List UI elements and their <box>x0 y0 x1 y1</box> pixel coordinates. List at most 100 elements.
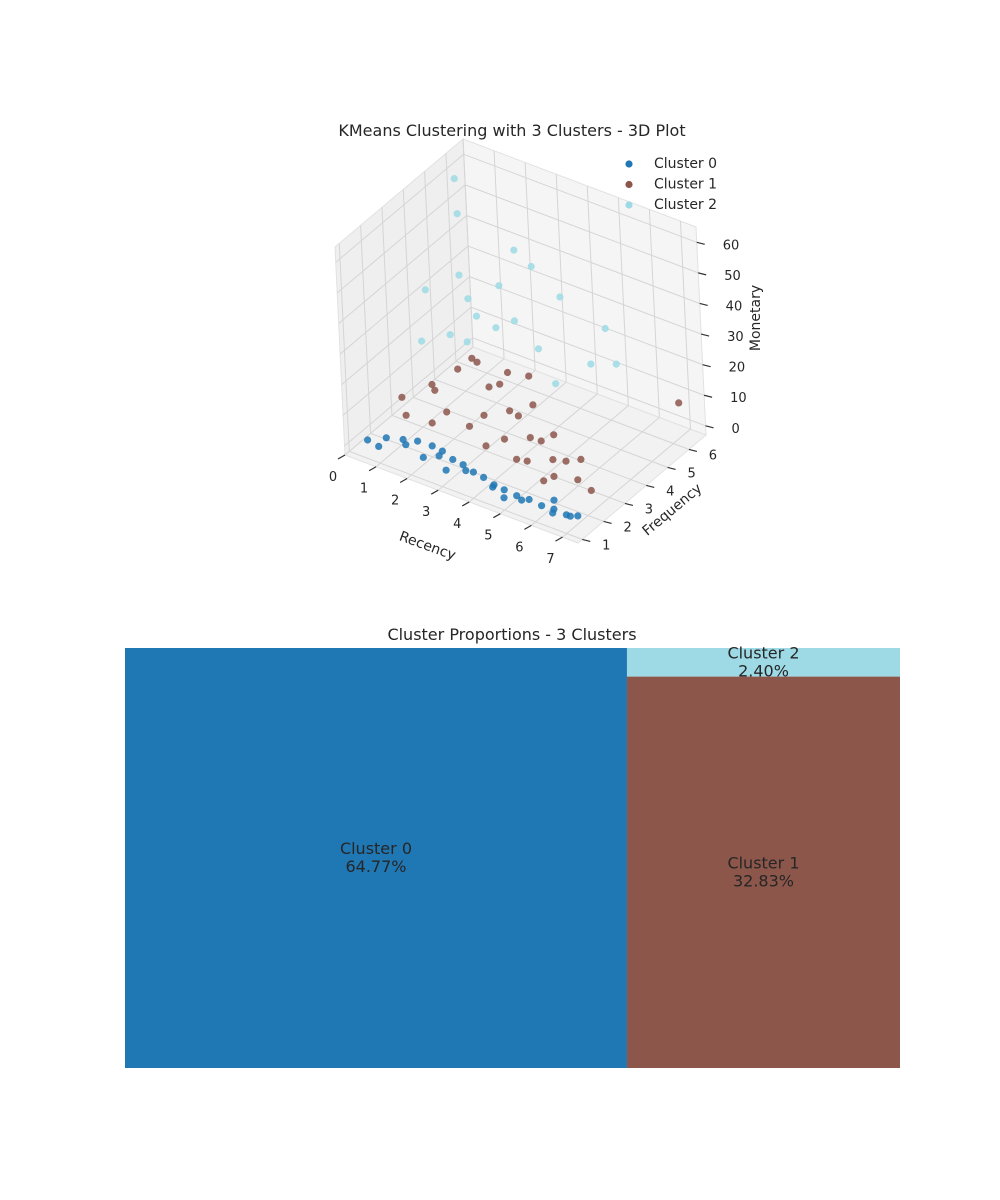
data-point-cluster-1 <box>506 407 514 415</box>
grid-line-z <box>344 337 473 447</box>
data-point-cluster-2 <box>510 246 518 254</box>
data-points <box>364 175 683 520</box>
z-tick-mark <box>702 364 711 368</box>
data-point-cluster-0 <box>538 502 546 510</box>
data-point-cluster-1 <box>540 477 548 485</box>
grid-line-x <box>555 174 567 383</box>
legend-entry: Cluster 0 <box>654 156 717 172</box>
axes-panes <box>334 137 707 544</box>
grid-line-z <box>467 245 702 335</box>
data-point-cluster-1 <box>398 393 406 401</box>
data-point-cluster-0 <box>500 494 508 502</box>
grid-line-y <box>445 153 457 362</box>
data-point-cluster-2 <box>556 293 564 301</box>
treemap-rect-cluster-2 <box>626 648 900 677</box>
data-point-cluster-2 <box>601 324 609 333</box>
grid-line-y <box>381 207 393 416</box>
x-tick-mark <box>493 513 501 519</box>
data-point-cluster-1 <box>485 383 493 391</box>
grid-line-y <box>434 378 668 468</box>
data-point-cluster-0 <box>480 473 488 481</box>
z-tick-label: 10 <box>730 391 747 406</box>
treemap-value-cluster-2: 2.40% <box>738 661 789 680</box>
x-tick-label: 2 <box>391 493 399 508</box>
data-point-cluster-2 <box>446 331 454 339</box>
treemap-rects: Cluster 064.77% Cluster 22.40% Cluster 132… <box>125 643 900 1068</box>
data-point-cluster-2 <box>534 345 543 353</box>
data-point-cluster-1 <box>514 412 523 420</box>
grid-line-y <box>455 360 690 450</box>
grid-line-z <box>463 153 697 243</box>
legend-entry: Cluster 2 <box>654 197 717 213</box>
grid-line-y <box>391 414 626 504</box>
data-point-cluster-1 <box>549 456 557 464</box>
data-point-cluster-0 <box>518 496 526 504</box>
data-point-cluster-0 <box>469 468 477 476</box>
data-point-cluster-1 <box>526 434 534 442</box>
z-tick-mark <box>701 333 710 337</box>
data-point-cluster-2 <box>472 312 481 320</box>
treemap-title: Cluster Proportions - 3 Clusters <box>387 625 636 644</box>
data-point-cluster-1 <box>428 380 436 389</box>
grid-line-y <box>424 171 436 380</box>
data-point-cluster-0 <box>435 452 443 460</box>
scatter-3d-plot: KMeans Clustering with 3 Clusters - 3D P… <box>329 121 764 567</box>
data-point-cluster-1 <box>529 401 537 409</box>
data-point-cluster-1 <box>480 411 488 419</box>
y-tick-label: 6 <box>709 448 717 463</box>
grid-line-y <box>360 225 372 434</box>
z-tick-mark <box>698 272 707 276</box>
y-tick-mark <box>646 484 655 488</box>
z-axis-label: Monetary <box>748 285 764 351</box>
data-point-cluster-1 <box>523 457 531 465</box>
data-point-cluster-0 <box>402 441 410 449</box>
data-point-cluster-0 <box>566 512 574 520</box>
grid-line-z <box>472 337 706 427</box>
data-point-cluster-0 <box>500 486 508 494</box>
data-point-cluster-1 <box>482 442 490 450</box>
data-point-cluster-1 <box>428 419 436 427</box>
x-tick-mark <box>368 466 377 472</box>
data-point-cluster-1 <box>468 354 476 362</box>
treemap-label-cluster-0: Cluster 0 <box>340 839 412 858</box>
y-tick-label: 1 <box>602 538 610 553</box>
data-point-cluster-0 <box>525 495 533 504</box>
y-tick-label: 4 <box>666 484 674 499</box>
x-tick-label: 5 <box>484 529 492 544</box>
data-point-cluster-2 <box>450 175 458 183</box>
data-point-cluster-1 <box>454 365 462 373</box>
legend-entry: Cluster 1 <box>654 177 717 193</box>
z-tick-mark <box>703 394 713 398</box>
treemap-value-cluster-0: 64.77% <box>345 857 406 876</box>
y-tick-label: 5 <box>687 466 695 481</box>
treemap-label-cluster-2: Cluster 2 <box>727 643 799 662</box>
grid-line-z <box>469 276 703 366</box>
grid-line-y <box>349 450 583 540</box>
grid-line-x <box>562 428 691 538</box>
grid-line-z <box>470 306 705 396</box>
data-point-cluster-1 <box>431 386 439 394</box>
z-tick-label: 50 <box>724 269 741 284</box>
x-tick-label: 6 <box>515 540 523 555</box>
x-tick-mark <box>399 477 408 483</box>
data-point-cluster-1 <box>525 372 533 380</box>
z-tick-mark <box>699 302 708 307</box>
grid-line-x <box>462 138 474 348</box>
data-point-cluster-0 <box>364 436 372 444</box>
data-point-cluster-0 <box>428 442 436 450</box>
legend-marker <box>625 160 633 168</box>
data-point-cluster-1 <box>500 435 509 443</box>
data-point-cluster-1 <box>503 368 512 377</box>
z-tick-label: 20 <box>729 361 746 376</box>
y-tick-mark <box>667 466 676 470</box>
data-point-cluster-1 <box>496 380 504 388</box>
data-point-cluster-0 <box>550 496 558 504</box>
grid-line-z <box>336 184 466 294</box>
grid-line-z <box>465 184 699 274</box>
grid-line-x <box>586 185 598 394</box>
treemap-plot: Cluster Proportions - 3 Clusters Cluster… <box>125 625 900 1068</box>
data-point-cluster-0 <box>414 437 422 445</box>
y-tick-mark <box>582 538 591 542</box>
data-point-cluster-2 <box>421 286 429 294</box>
